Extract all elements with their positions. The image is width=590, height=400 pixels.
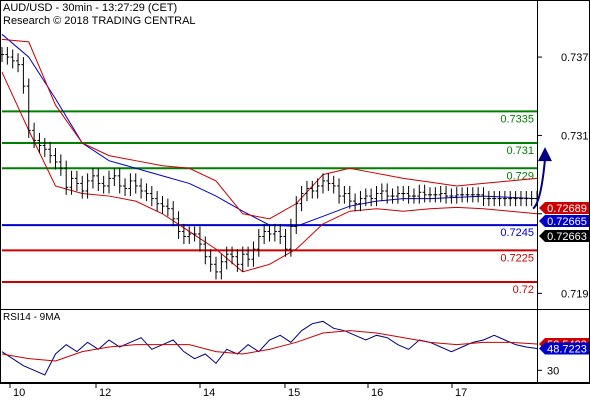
series-bollinger-lower (1, 72, 538, 273)
level-label: 0.7225 (500, 252, 534, 264)
level-label: 0.7335 (500, 113, 534, 125)
level-label: 0.72 (513, 284, 534, 296)
price-tag-label: 0.72665 (547, 216, 587, 228)
chart-subtitle: Research © 2018 TRADING CENTRAL (3, 15, 196, 27)
y-tick-label: 0.7378 (561, 52, 590, 64)
series-rsi (1, 320, 538, 376)
frame-main (0, 0, 590, 383)
price-tag-label: 0.72663 (547, 231, 587, 243)
x-tick-label: 12 (99, 387, 111, 399)
x-tick-label: 17 (455, 387, 467, 399)
price-tag-bg (539, 202, 589, 214)
forecast-arrow-head (538, 147, 552, 162)
rsi-value-tag-label: 48.7223 (547, 343, 587, 355)
x-tick-label: 16 (371, 387, 383, 399)
chart-title: AUD/USD - 30min - 13:27:29 (CET) (3, 2, 178, 14)
rsi-value-tag-bg (539, 342, 589, 355)
forecast-arrow-shaft (532, 159, 546, 210)
indicator-label: RSI14 - 9MA (3, 312, 61, 323)
x-tick-label: 14 (203, 387, 215, 399)
y-tick-label: 0.7316 (561, 130, 590, 142)
rsi-y-tick-label: 30 (547, 365, 559, 377)
series-bollinger-upper (1, 38, 538, 220)
x-tick-label: 10 (13, 387, 25, 399)
price-tag-label: 0.72689 (547, 203, 587, 215)
series-rsi-ma (1, 330, 538, 362)
price-tag-bg (539, 230, 589, 242)
level-label: 0.731 (506, 145, 534, 157)
y-tick-label: 0.7191 (561, 288, 590, 300)
price-bars (0, 46, 539, 280)
x-tick-label: 15 (288, 387, 300, 399)
price-tag-bg (539, 215, 589, 227)
level-label: 0.7245 (500, 227, 534, 239)
